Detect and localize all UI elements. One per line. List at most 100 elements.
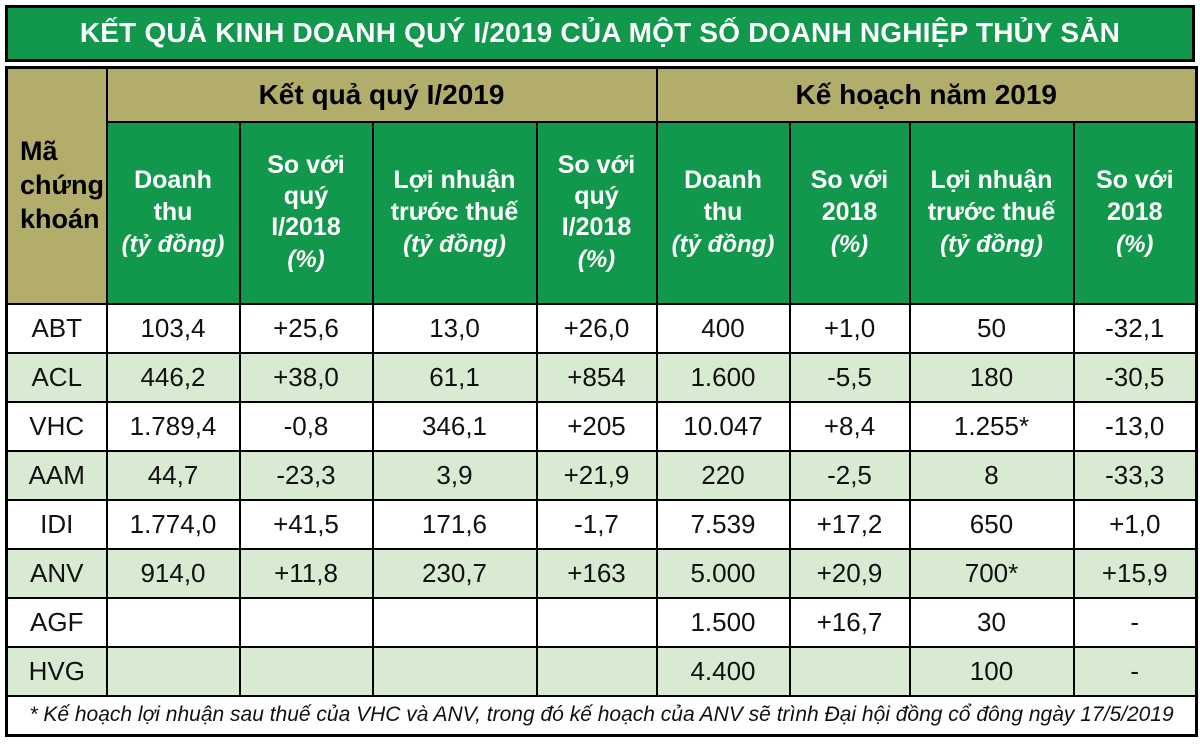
data-cell: -1,7 [535, 498, 658, 550]
data-cell [371, 596, 538, 648]
data-cell: 180 [908, 351, 1075, 403]
data-cell: -23,3 [238, 449, 374, 501]
data-cell: -13,0 [1072, 400, 1198, 452]
data-cell: - [1072, 645, 1198, 697]
data-cell: 914,0 [105, 547, 241, 599]
column-header-revenue-q1: Doanh thu (tỷ đồng) [105, 120, 241, 305]
table-row: VHC 1.789,4 -0,8 346,1 +205 10.047 +8,4 1.255* -… [5, 400, 1198, 452]
table-row: HVG 4.400 100- [5, 645, 1198, 697]
column-unit: (tỷ đồng) [403, 230, 506, 258]
data-cell: +15,9 [1072, 547, 1198, 599]
data-cell: 8 [908, 449, 1075, 501]
data-cell: 3,9 [371, 449, 538, 501]
data-cell: - [1072, 596, 1198, 648]
data-cell [535, 645, 658, 697]
data-cell [238, 596, 374, 648]
column-header-row: Doanh thu (tỷ đồng) So với quý I/2018 (%… [7, 120, 1198, 305]
data-cell: +11,8 [238, 547, 374, 599]
stock-code-cell: VHC [5, 400, 108, 452]
column-unit: (tỷ đồng) [671, 230, 775, 258]
column-label: Doanh thu [684, 166, 762, 226]
column-label: Lợi nhuận trước thuế [390, 166, 519, 226]
data-cell: +8,4 [788, 400, 911, 452]
data-cell [788, 645, 911, 697]
data-cell: 1.255* [908, 400, 1075, 452]
column-header-pretax-profit-q1: Lợi nhuận trước thuế (tỷ đồng) [371, 120, 538, 305]
column-header-vs-q1-2018-pct: So với quý I/2018 (%) [535, 120, 658, 305]
column-unit: (%) [577, 246, 616, 274]
column-label: Lợi nhuận trước thuế [927, 166, 1056, 226]
data-cell: +26,0 [535, 302, 658, 354]
data-cell: +25,6 [238, 302, 374, 354]
data-cell: +163 [535, 547, 658, 599]
data-cell: 171,6 [371, 498, 538, 550]
table-row: ANV 914,0 +11,8 230,7 +163 5.000 +20,9 700* +15,… [5, 547, 1198, 599]
group-header-q1-2019: Kết quả quý I/2019 [105, 66, 658, 123]
column-label: So với quý I/2018 [267, 150, 345, 242]
corner-header: Mã chứng khoán [5, 66, 108, 305]
stock-code-cell: AAM [5, 449, 108, 501]
data-cell: +854 [535, 351, 658, 403]
stock-code-cell: HVG [5, 645, 108, 697]
data-cell: +41,5 [238, 498, 374, 550]
data-cell: +17,2 [788, 498, 911, 550]
data-cell: 1.500 [655, 596, 791, 648]
column-header-vs-2018-pct: So với 2018 (%) [1072, 120, 1198, 305]
data-cell: 1.774,0 [105, 498, 241, 550]
data-cell: 1.600 [655, 351, 791, 403]
data-cell: 5.000 [655, 547, 791, 599]
table-row: AGF 1.500 +16,7 30- [5, 596, 1198, 648]
data-cell [535, 596, 658, 648]
data-cell: +38,0 [238, 351, 374, 403]
column-header-revenue-plan: Doanh thu (tỷ đồng) [655, 120, 791, 305]
data-cell: +1,0 [788, 302, 911, 354]
stock-code-cell: ANV [5, 547, 108, 599]
column-label: So với 2018 [810, 166, 889, 226]
data-cell: 61,1 [371, 351, 538, 403]
data-cell: 700* [908, 547, 1075, 599]
table-row: IDI 1.774,0 +41,5 171,6 -1,7 7.539 +17,2 650 +1,… [5, 498, 1198, 550]
data-cell: 13,0 [371, 302, 538, 354]
data-cell: 446,2 [105, 351, 241, 403]
stock-code-cell: ACL [5, 351, 108, 403]
footnote: * Kế hoạch lợi nhuận sau thuế của VHC và… [5, 694, 1198, 737]
data-cell: +16,7 [788, 596, 911, 648]
data-cell: 7.539 [655, 498, 791, 550]
column-header-vs-q1-2018: So với quý I/2018 (%) [238, 120, 374, 305]
column-label: So với 2018 [1096, 166, 1174, 226]
column-header-vs-2018: So với 2018 (%) [788, 120, 911, 305]
group-header-plan-2019: Kế hoạch năm 2019 [655, 66, 1198, 123]
data-cell: 400 [655, 302, 791, 354]
data-cell: 100 [908, 645, 1075, 697]
data-cell [371, 645, 538, 697]
data-cell: -32,1 [1072, 302, 1198, 354]
data-cell: 230,7 [371, 547, 538, 599]
footnote-row: * Kế hoạch lợi nhuận sau thuế của VHC và… [5, 694, 1198, 737]
column-unit: (%) [1116, 230, 1154, 258]
data-cell: 650 [908, 498, 1075, 550]
stock-code-cell: ABT [5, 302, 108, 354]
table-title: KẾT QUẢ KINH DOANH QUÝ I/2019 CỦA MỘT SỐ… [5, 5, 1195, 62]
data-cell: 10.047 [655, 400, 791, 452]
data-cell [105, 596, 241, 648]
stock-code-cell: IDI [5, 498, 108, 550]
table-row: AAM 44,7 -23,3 3,9 +21,9 220 -2,5 8 -33,3 [5, 449, 1198, 501]
column-unit: (tỷ đồng) [940, 230, 1043, 258]
data-cell: 220 [655, 449, 791, 501]
data-cell: 44,7 [105, 449, 241, 501]
data-cell: +20,9 [788, 547, 911, 599]
data-cell: -30,5 [1072, 351, 1198, 403]
group-header-row: Mã chứng khoán Kết quả quý I/2019 Kế hoạ… [5, 66, 1198, 305]
data-cell: 1.789,4 [105, 400, 241, 452]
column-label: So với quý I/2018 [557, 150, 636, 242]
data-cell: +21,9 [535, 449, 658, 501]
data-cell: 50 [908, 302, 1075, 354]
data-cell: -33,3 [1072, 449, 1198, 501]
data-cell [238, 645, 374, 697]
data-cell: +205 [535, 400, 658, 452]
data-cell [105, 645, 241, 697]
column-label: Doanh thu [134, 166, 212, 226]
stock-code-cell: AGF [5, 596, 108, 648]
column-unit: (tỷ đồng) [121, 230, 225, 258]
table-row: ABT 103,4 +25,6 13,0 +26,0 400 +1,0 50 -32,1 [5, 302, 1198, 354]
